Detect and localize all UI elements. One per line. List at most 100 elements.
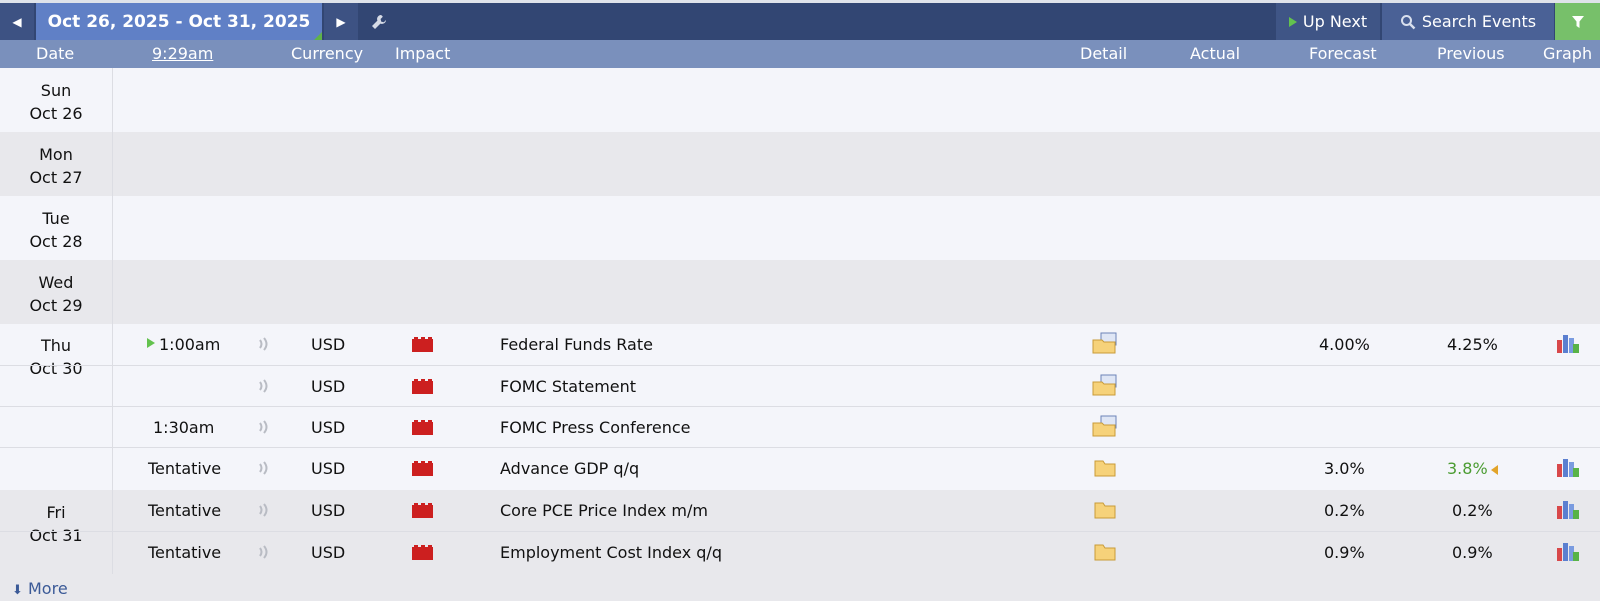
next-week-button[interactable]: ▶	[324, 3, 358, 40]
date-range-button[interactable]: Oct 26, 2025 - Oct 31, 2025	[36, 3, 322, 40]
sound-alert-icon[interactable]	[258, 379, 270, 393]
range-corner-indicator	[314, 32, 322, 40]
column-graph: Graph	[1543, 44, 1593, 63]
more-link[interactable]: ⬇ More	[12, 579, 68, 598]
caret-right-icon: ▶	[336, 14, 346, 29]
sound-alert-icon[interactable]	[258, 420, 270, 434]
high-impact-icon	[412, 503, 433, 518]
event-previous-revised[interactable]: 3.8%	[1447, 459, 1498, 478]
day-of-week: Fri	[46, 503, 66, 522]
detail-folder-icon[interactable]	[1092, 501, 1118, 519]
event-time: Tentative	[148, 501, 222, 520]
column-previous: Previous	[1437, 44, 1505, 63]
detail-folder-icon[interactable]	[1092, 332, 1118, 354]
bar-chart-icon[interactable]	[1555, 332, 1581, 354]
event-previous: 0.2%	[1452, 501, 1493, 520]
search-icon	[1400, 14, 1416, 29]
date-range-label: Oct 26, 2025 - Oct 31, 2025	[47, 11, 311, 32]
column-divider	[112, 68, 113, 132]
day-label: Thu Oct 30	[0, 334, 112, 380]
settings-button[interactable]	[364, 3, 394, 40]
day-label: Mon Oct 27	[0, 143, 112, 189]
search-events-button[interactable]: Search Events	[1382, 3, 1554, 40]
bar-chart-icon[interactable]	[1555, 456, 1581, 478]
column-detail: Detail	[1080, 44, 1128, 63]
event-row[interactable]: Tentative USD Employment Cost Index q/q …	[0, 531, 1600, 572]
high-impact-icon	[412, 379, 433, 394]
column-divider	[112, 196, 113, 260]
day-of-week: Thu	[40, 336, 72, 355]
event-title[interactable]: Federal Funds Rate	[500, 335, 653, 354]
filter-button[interactable]	[1555, 3, 1600, 40]
up-next-button[interactable]: Up Next	[1276, 3, 1380, 40]
search-events-label: Search Events	[1421, 12, 1537, 31]
event-title[interactable]: Core PCE Price Index m/m	[500, 501, 708, 520]
detail-folder-icon[interactable]	[1092, 415, 1118, 437]
more-label: More	[28, 579, 68, 598]
wrench-icon	[372, 14, 386, 29]
event-title[interactable]: Employment Cost Index q/q	[500, 543, 722, 562]
high-impact-icon	[412, 420, 433, 435]
high-impact-icon	[412, 461, 433, 476]
day-label: Sun Oct 26	[0, 79, 112, 125]
event-currency: USD	[311, 543, 346, 562]
day-date: Oct 30	[29, 359, 83, 378]
high-impact-icon	[412, 337, 433, 352]
day-date: Oct 31	[29, 526, 83, 545]
day-row-sun: Sun Oct 26	[0, 68, 1600, 132]
event-time: Tentative	[148, 543, 222, 562]
day-date: Oct 27	[29, 168, 83, 187]
detail-folder-icon[interactable]	[1092, 459, 1118, 477]
event-title[interactable]: FOMC Statement	[500, 377, 637, 396]
event-forecast: 4.00%	[1319, 335, 1370, 354]
day-row-wed: Wed Oct 29	[0, 260, 1600, 324]
day-of-week: Wed	[38, 273, 74, 292]
event-row[interactable]: Tentative USD Core PCE Price Index m/m 0…	[0, 490, 1600, 531]
sound-alert-icon[interactable]	[258, 503, 270, 517]
event-row[interactable]: 1:00am USD Federal Funds Rate 4.00% 4.25…	[0, 324, 1600, 365]
play-icon	[1288, 16, 1297, 27]
column-divider	[112, 260, 113, 324]
column-impact: Impact	[395, 44, 451, 63]
column-divider	[112, 490, 113, 574]
column-actual: Actual	[1190, 44, 1241, 63]
event-row[interactable]: USD FOMC Statement	[0, 365, 1600, 406]
event-forecast: 0.2%	[1324, 501, 1365, 520]
day-label: Wed Oct 29	[0, 271, 112, 317]
event-row[interactable]: 1:30am USD FOMC Press Conference	[0, 406, 1600, 447]
download-arrow-icon: ⬇	[12, 583, 23, 598]
footer-bar	[0, 574, 1600, 601]
event-currency: USD	[311, 418, 346, 437]
day-date: Oct 28	[29, 232, 83, 251]
filter-icon	[1571, 15, 1584, 28]
detail-folder-icon[interactable]	[1092, 374, 1118, 396]
calendar-toolbar: ◀ Oct 26, 2025 - Oct 31, 2025 ▶ Up Next …	[0, 0, 1600, 40]
sound-alert-icon[interactable]	[258, 545, 270, 559]
event-currency: USD	[311, 377, 346, 396]
event-currency: USD	[311, 335, 346, 354]
day-of-week: Sun	[40, 81, 72, 100]
day-row-fri: Fri Oct 31 Tentative USD Core PCE Price …	[0, 490, 1600, 574]
day-row-mon: Mon Oct 27	[0, 132, 1600, 196]
event-title[interactable]: Advance GDP q/q	[500, 459, 640, 478]
sound-alert-icon[interactable]	[258, 461, 270, 475]
event-currency: USD	[311, 459, 346, 478]
sound-alert-icon[interactable]	[258, 337, 270, 351]
event-time: 1:30am	[153, 418, 215, 437]
high-impact-icon	[412, 545, 433, 560]
up-next-label: Up Next	[1302, 12, 1368, 31]
caret-left-icon: ◀	[12, 14, 22, 29]
bar-chart-icon[interactable]	[1555, 498, 1581, 520]
revised-arrow-icon	[1490, 464, 1498, 475]
column-header: Date 9:29am Currency Impact Detail Actua…	[0, 40, 1600, 68]
event-row[interactable]: Tentative USD Advance GDP q/q 3.0% 3.8%	[0, 447, 1600, 488]
event-forecast: 0.9%	[1324, 543, 1365, 562]
previous-week-button[interactable]: ◀	[0, 3, 34, 40]
detail-folder-icon[interactable]	[1092, 543, 1118, 561]
event-title[interactable]: FOMC Press Conference	[500, 418, 691, 437]
event-time: Tentative	[148, 459, 222, 478]
current-time-link[interactable]: 9:29am	[152, 44, 214, 63]
event-previous: 4.25%	[1447, 335, 1498, 354]
day-row-thu: Thu Oct 30 1:00am USD Federal Funds Rate…	[0, 324, 1600, 490]
bar-chart-icon[interactable]	[1555, 540, 1581, 562]
